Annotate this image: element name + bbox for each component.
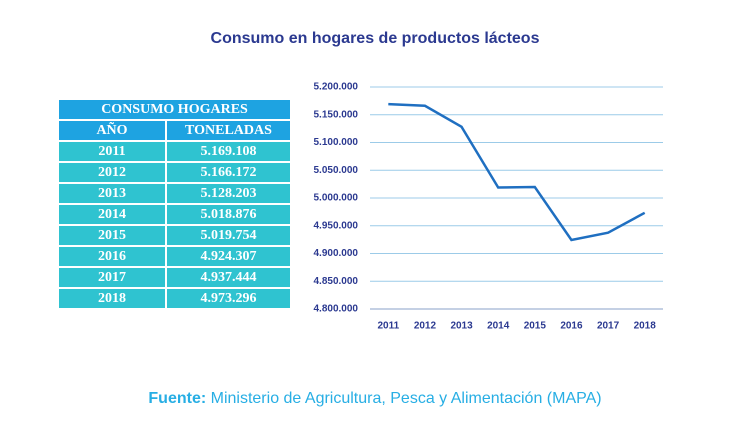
table-cell: 2011 xyxy=(59,142,165,161)
x-tick-label: 2018 xyxy=(634,321,657,332)
table-cell: 5.018.876 xyxy=(167,205,290,224)
y-tick-label: 5.150.000 xyxy=(314,109,359,120)
page-title: Consumo en hogares de productos lácteos xyxy=(210,30,540,47)
table-cell: 2017 xyxy=(59,268,165,287)
source-label: Fuente: xyxy=(148,390,207,407)
table-cell: 2016 xyxy=(59,247,165,266)
x-tick-label: 2012 xyxy=(414,321,437,332)
table-cell: 5.128.203 xyxy=(167,184,290,203)
x-tick-label: 2011 xyxy=(377,321,399,332)
y-tick-label: 5.050.000 xyxy=(314,165,359,176)
column-header: TONELADAS xyxy=(167,121,290,140)
y-tick-label: 5.100.000 xyxy=(314,137,359,148)
table-cell: 4.937.444 xyxy=(167,268,290,287)
x-tick-label: 2014 xyxy=(487,321,510,332)
x-tick-label: 2015 xyxy=(524,321,547,332)
table-cell: 2018 xyxy=(59,289,165,308)
table-cell: 2014 xyxy=(59,205,165,224)
table-cell: 4.973.296 xyxy=(167,289,290,308)
x-tick-label: 2016 xyxy=(560,321,583,332)
y-tick-label: 5.200.000 xyxy=(314,82,359,93)
table-cell: 5.166.172 xyxy=(167,163,290,182)
table-title: CONSUMO HOGARES xyxy=(59,100,290,119)
column-header: AÑO xyxy=(59,121,165,140)
line xyxy=(388,102,646,242)
y-tick-label: 4.900.000 xyxy=(314,248,359,259)
y-tick-label: 5.000.000 xyxy=(314,193,359,204)
y-tick-label: 4.950.000 xyxy=(314,220,359,231)
table-cell: 5.169.108 xyxy=(167,142,290,161)
x-tick-label: 2013 xyxy=(450,321,473,332)
table-cell: 5.019.754 xyxy=(167,226,290,245)
y-tick-label: 4.800.000 xyxy=(314,304,359,315)
y-tick-label: 4.850.000 xyxy=(314,276,359,287)
consumption-table: CONSUMO HOGARES AÑO TONELADAS 2011 5.169.1… xyxy=(57,98,292,310)
source: Fuente: Ministerio de Agricultura, Pesca… xyxy=(0,390,750,408)
table-cell: 4.924.307 xyxy=(167,247,290,266)
x-tick-label: 2017 xyxy=(597,321,620,332)
table-cell: 2015 xyxy=(59,226,165,245)
source-text: Ministerio de Agricultura, Pesca y Alime… xyxy=(210,390,602,407)
table-cell: 2013 xyxy=(59,184,165,203)
table-cell: 2012 xyxy=(59,163,165,182)
